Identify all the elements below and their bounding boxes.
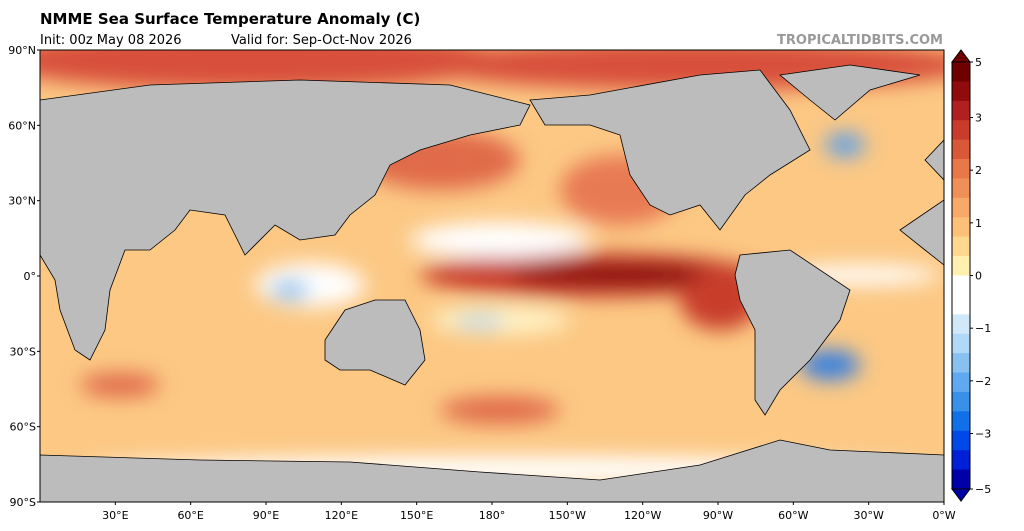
lat-label: 30°S	[10, 345, 36, 358]
colorbar-bottom	[951, 488, 971, 502]
colorbar-band	[952, 372, 970, 393]
lon-label: 90°W	[703, 509, 733, 522]
map	[40, 50, 944, 502]
lat-label: 60°N	[8, 119, 36, 132]
colorbar-band	[952, 62, 970, 82]
colorbar-band	[952, 236, 970, 257]
lon-label: 150°E	[400, 509, 433, 522]
africa-west	[899, 199, 944, 266]
watermark: TROPICALTIDBITS.COM	[777, 33, 943, 48]
colorbar-band	[952, 178, 970, 199]
lon-label: 120°E	[325, 509, 358, 522]
lon-label: 60°W	[778, 509, 808, 522]
title: NMME Sea Surface Temperature Anomaly (C)	[40, 10, 420, 28]
lon-label: 90°E	[253, 509, 279, 522]
eurasia-africa	[40, 79, 531, 361]
lat-label: 90°S	[10, 496, 36, 509]
lon-label: 150°W	[549, 509, 586, 522]
colorbar-tick-label: −2	[975, 375, 991, 388]
colorbar: 5 3 2 1 0 −1 −2 −3 −5	[951, 49, 991, 502]
colorbar-band	[952, 100, 970, 121]
colorbar-band	[952, 139, 970, 160]
colorbar-band	[952, 159, 970, 179]
colorbar-tick-label: −3	[975, 427, 991, 440]
colorbar-band	[952, 275, 970, 296]
init-time: Init: 00z May 08 2026	[40, 33, 182, 48]
colorbar-tick-label: 1	[975, 217, 982, 230]
lat-label: 30°N	[8, 195, 36, 208]
colorbar-band	[952, 81, 970, 102]
colorbar-top	[951, 49, 971, 63]
lon-label: 60°E	[177, 509, 203, 522]
south-america	[734, 249, 851, 416]
colorbar-band	[952, 333, 970, 354]
lon-label: 180°	[479, 509, 506, 522]
lat-label: 60°S	[10, 421, 36, 434]
colorbar-band	[952, 430, 970, 451]
colorbar-band	[952, 450, 970, 471]
lon-label: 30°E	[102, 509, 128, 522]
colorbar-band	[952, 314, 970, 335]
colorbar-band	[952, 256, 970, 276]
colorbar-tick-label: 0	[975, 270, 982, 283]
lon-label: 30°W	[853, 509, 883, 522]
colorbar-band	[952, 469, 970, 490]
colorbar-band	[952, 353, 970, 374]
australia	[324, 299, 426, 386]
north-america	[529, 69, 811, 231]
colorbar-band	[952, 217, 970, 238]
lon-label: 0°W	[932, 509, 955, 522]
colorbar-tick-label: −5	[975, 483, 991, 496]
colorbar-band	[952, 391, 970, 412]
colorbar-band	[952, 197, 970, 218]
lon-label: 120°W	[624, 509, 661, 522]
europe-west	[924, 139, 944, 181]
lat-label: 90°N	[8, 44, 36, 57]
colorbar-tick-label: 5	[975, 56, 982, 69]
lat-label: 0°	[24, 270, 37, 283]
colorbar-band	[952, 120, 970, 141]
colorbar-band	[952, 411, 970, 432]
colorbar-tick-label: −1	[975, 322, 991, 335]
greenland	[779, 64, 921, 121]
colorbar-tick-label: 3	[975, 112, 982, 125]
antarctica	[40, 439, 944, 502]
colorbar-tick-label: 2	[975, 164, 982, 177]
valid-time: Valid for: Sep-Oct-Nov 2026	[231, 33, 412, 48]
colorbar-band	[952, 294, 970, 315]
